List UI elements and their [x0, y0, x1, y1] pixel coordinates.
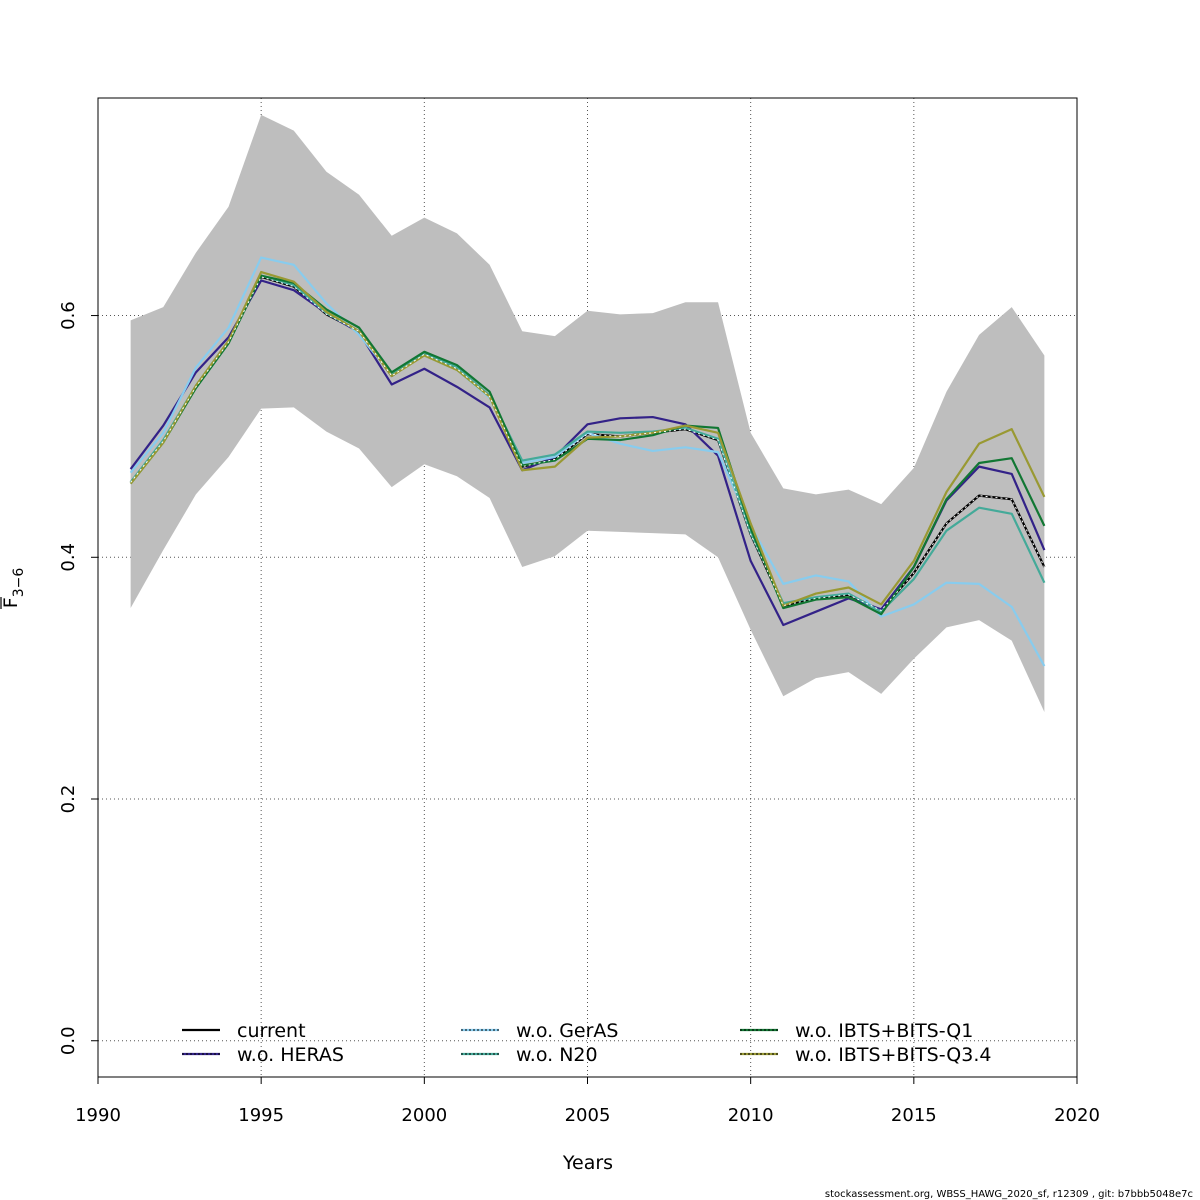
- x-tick-label-0: 1990: [75, 1105, 121, 1126]
- legend-entry-5: w.o. IBTS+BITS-Q3.4: [740, 1044, 991, 1066]
- y-axis: 0.0 0.2 0.4 0.6: [58, 301, 99, 1055]
- x-tick-label-1: 1995: [238, 1105, 284, 1126]
- y-tick-label-1: 0.2: [58, 785, 79, 814]
- x-tick-label-3: 2005: [565, 1105, 611, 1126]
- legend-entry-4: w.o. IBTS+BITS-Q1: [740, 1020, 973, 1042]
- y-axis-title-subscript: 3−6: [11, 568, 27, 598]
- y-axis-title-base: F: [0, 597, 22, 608]
- x-tick-label-6: 2020: [1054, 1105, 1100, 1126]
- series-line-5: [129, 270, 1046, 607]
- legend-entry-2: w.o. GerAS: [461, 1020, 619, 1042]
- series-line-current-dotted: [130, 276, 1045, 612]
- legend-entry-0: current: [182, 1020, 306, 1042]
- legend-label-0: current: [237, 1020, 306, 1042]
- y-tick-label-0: 0.0: [58, 1026, 79, 1055]
- x-tick-label-5: 2015: [891, 1105, 937, 1126]
- legend-label-3: w.o. N20: [516, 1044, 598, 1066]
- legend-label-4: w.o. IBTS+BITS-Q1: [795, 1020, 973, 1042]
- y-tick-label-3: 0.6: [58, 301, 79, 330]
- x-axis-title: Years: [562, 1152, 613, 1174]
- y-axis-title: F3−6: [0, 568, 27, 609]
- x-tick-label-2: 2000: [401, 1105, 447, 1126]
- series-line-1: [129, 279, 1046, 627]
- y-tick-label-2: 0.4: [58, 543, 79, 572]
- legend-label-1: w.o. HERAS: [237, 1044, 344, 1066]
- confidence-band-layer: [130, 114, 1045, 712]
- confidence-band: [130, 114, 1045, 712]
- svg-text:F3−6: F3−6: [0, 568, 27, 609]
- footer-credit: stockassessment.org, WBSS_HAWG_2020_sf, …: [825, 1189, 1193, 1200]
- x-axis: 1990 1995 2000 2005 2010 2015 2020: [75, 1076, 1100, 1126]
- series-layer: [129, 256, 1046, 667]
- legend-label-2: w.o. GerAS: [516, 1020, 619, 1042]
- x-tick-label-4: 2010: [728, 1105, 774, 1126]
- legend-entry-1: w.o. HERAS: [182, 1044, 344, 1066]
- legend-label-5: w.o. IBTS+BITS-Q3.4: [795, 1044, 991, 1066]
- series-line-3: [129, 274, 1046, 613]
- legend-entry-3: w.o. N20: [461, 1044, 598, 1066]
